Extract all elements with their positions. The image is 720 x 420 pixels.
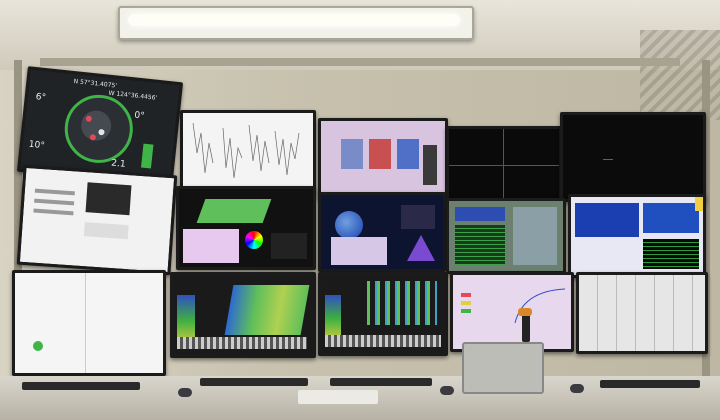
grid-line — [85, 273, 86, 373]
mouse[interactable] — [570, 384, 584, 393]
dark-screen — [563, 115, 703, 199]
left-mount-pole — [14, 60, 22, 380]
monitor-seismic — [576, 272, 708, 354]
curve-plot — [514, 288, 566, 324]
nav-bottom-right-value: 2.1 — [110, 158, 127, 170]
form-field — [33, 208, 74, 216]
sidescan-stripes-screen — [321, 275, 445, 353]
mouse[interactable] — [440, 386, 454, 395]
mouse[interactable] — [178, 388, 192, 397]
globe-screen — [321, 195, 443, 269]
monitor-status-panel — [446, 198, 566, 274]
globe-info-panel — [331, 237, 387, 265]
nav-right-value: 0° — [133, 110, 146, 122]
grid-line — [449, 165, 559, 166]
waveform-screen — [183, 113, 313, 191]
nav-level-bar — [140, 143, 154, 169]
form-screen — [19, 167, 175, 273]
monitor-blue-data — [568, 194, 706, 278]
legend-swatch — [461, 301, 471, 305]
form-field — [34, 198, 75, 206]
globe-preview — [401, 205, 435, 229]
fluorescent-tube — [128, 14, 460, 26]
status-log — [455, 225, 505, 265]
monitor-camera — [446, 126, 562, 202]
depth-scale — [177, 295, 195, 347]
triangle-plot — [407, 235, 435, 261]
waterfall-strip — [177, 337, 307, 349]
paper-notes — [298, 390, 378, 404]
globe-icon — [335, 211, 363, 239]
nav-left-value: 6° — [35, 92, 47, 104]
data-log — [643, 239, 699, 269]
monitor-sidescan-stripes — [318, 272, 448, 356]
blue-data-panel — [575, 203, 639, 237]
monitor-curve — [450, 272, 574, 352]
seismic-grid — [579, 275, 705, 351]
form-field — [34, 188, 75, 196]
depth-scale — [325, 295, 341, 343]
monitor-waveform — [180, 110, 316, 194]
bathymetry-info-panel — [183, 229, 239, 263]
nav-lat: N 57°31.4075' — [73, 78, 118, 90]
sidescan-swath — [367, 281, 437, 325]
bathymetry-3d-screen — [179, 189, 313, 267]
monitor-off — [560, 112, 706, 202]
keyboard[interactable] — [200, 378, 308, 386]
form-dark-panel — [85, 182, 132, 216]
map-screen — [15, 273, 163, 373]
right-mount-pole — [702, 60, 710, 380]
bathymetry-surface — [196, 199, 272, 223]
status-dot — [603, 159, 613, 160]
legend-swatch — [461, 293, 471, 297]
grid-line — [503, 129, 504, 199]
sticky-note — [695, 197, 703, 211]
sidescan-green-screen — [173, 275, 313, 355]
color-wheel — [245, 231, 263, 249]
monitor-sidescan-green — [170, 272, 316, 358]
waveform-plot — [192, 122, 300, 179]
monitor-bathymetry-3d — [176, 186, 316, 270]
monitor-globe — [318, 192, 446, 272]
monitor-spectra — [318, 118, 448, 200]
seismic-screen — [579, 275, 705, 351]
form-table — [83, 222, 129, 240]
blue-data-panel — [643, 203, 699, 233]
spectra-side-panel — [423, 145, 437, 185]
spectra-screen — [321, 121, 445, 197]
mounting-rail — [40, 58, 680, 66]
spectra-panel — [341, 139, 363, 169]
keyboard[interactable] — [22, 382, 140, 390]
bathymetry-swath — [224, 285, 310, 335]
monitor-map — [12, 270, 166, 376]
status-side — [513, 207, 557, 265]
joystick-stick[interactable] — [522, 312, 530, 342]
keyboard[interactable] — [600, 380, 700, 388]
spectra-panel — [397, 139, 419, 169]
status-panel-screen — [449, 201, 563, 271]
vehicle-marker — [33, 341, 43, 351]
waterfall-strip — [325, 335, 441, 347]
keyboard[interactable] — [330, 378, 432, 386]
curve-screen — [453, 275, 571, 349]
joystick-control-box[interactable] — [462, 342, 544, 394]
monitor-form — [16, 164, 178, 276]
joystick-cap — [518, 308, 532, 316]
nav-bottom-left-value: 10° — [28, 139, 46, 152]
blue-data-screen — [571, 197, 703, 275]
camera-screen — [449, 129, 559, 199]
spectra-panel — [369, 139, 391, 169]
status-header — [455, 207, 505, 221]
bathymetry-mini-view — [271, 233, 307, 259]
legend-swatch — [461, 309, 471, 313]
